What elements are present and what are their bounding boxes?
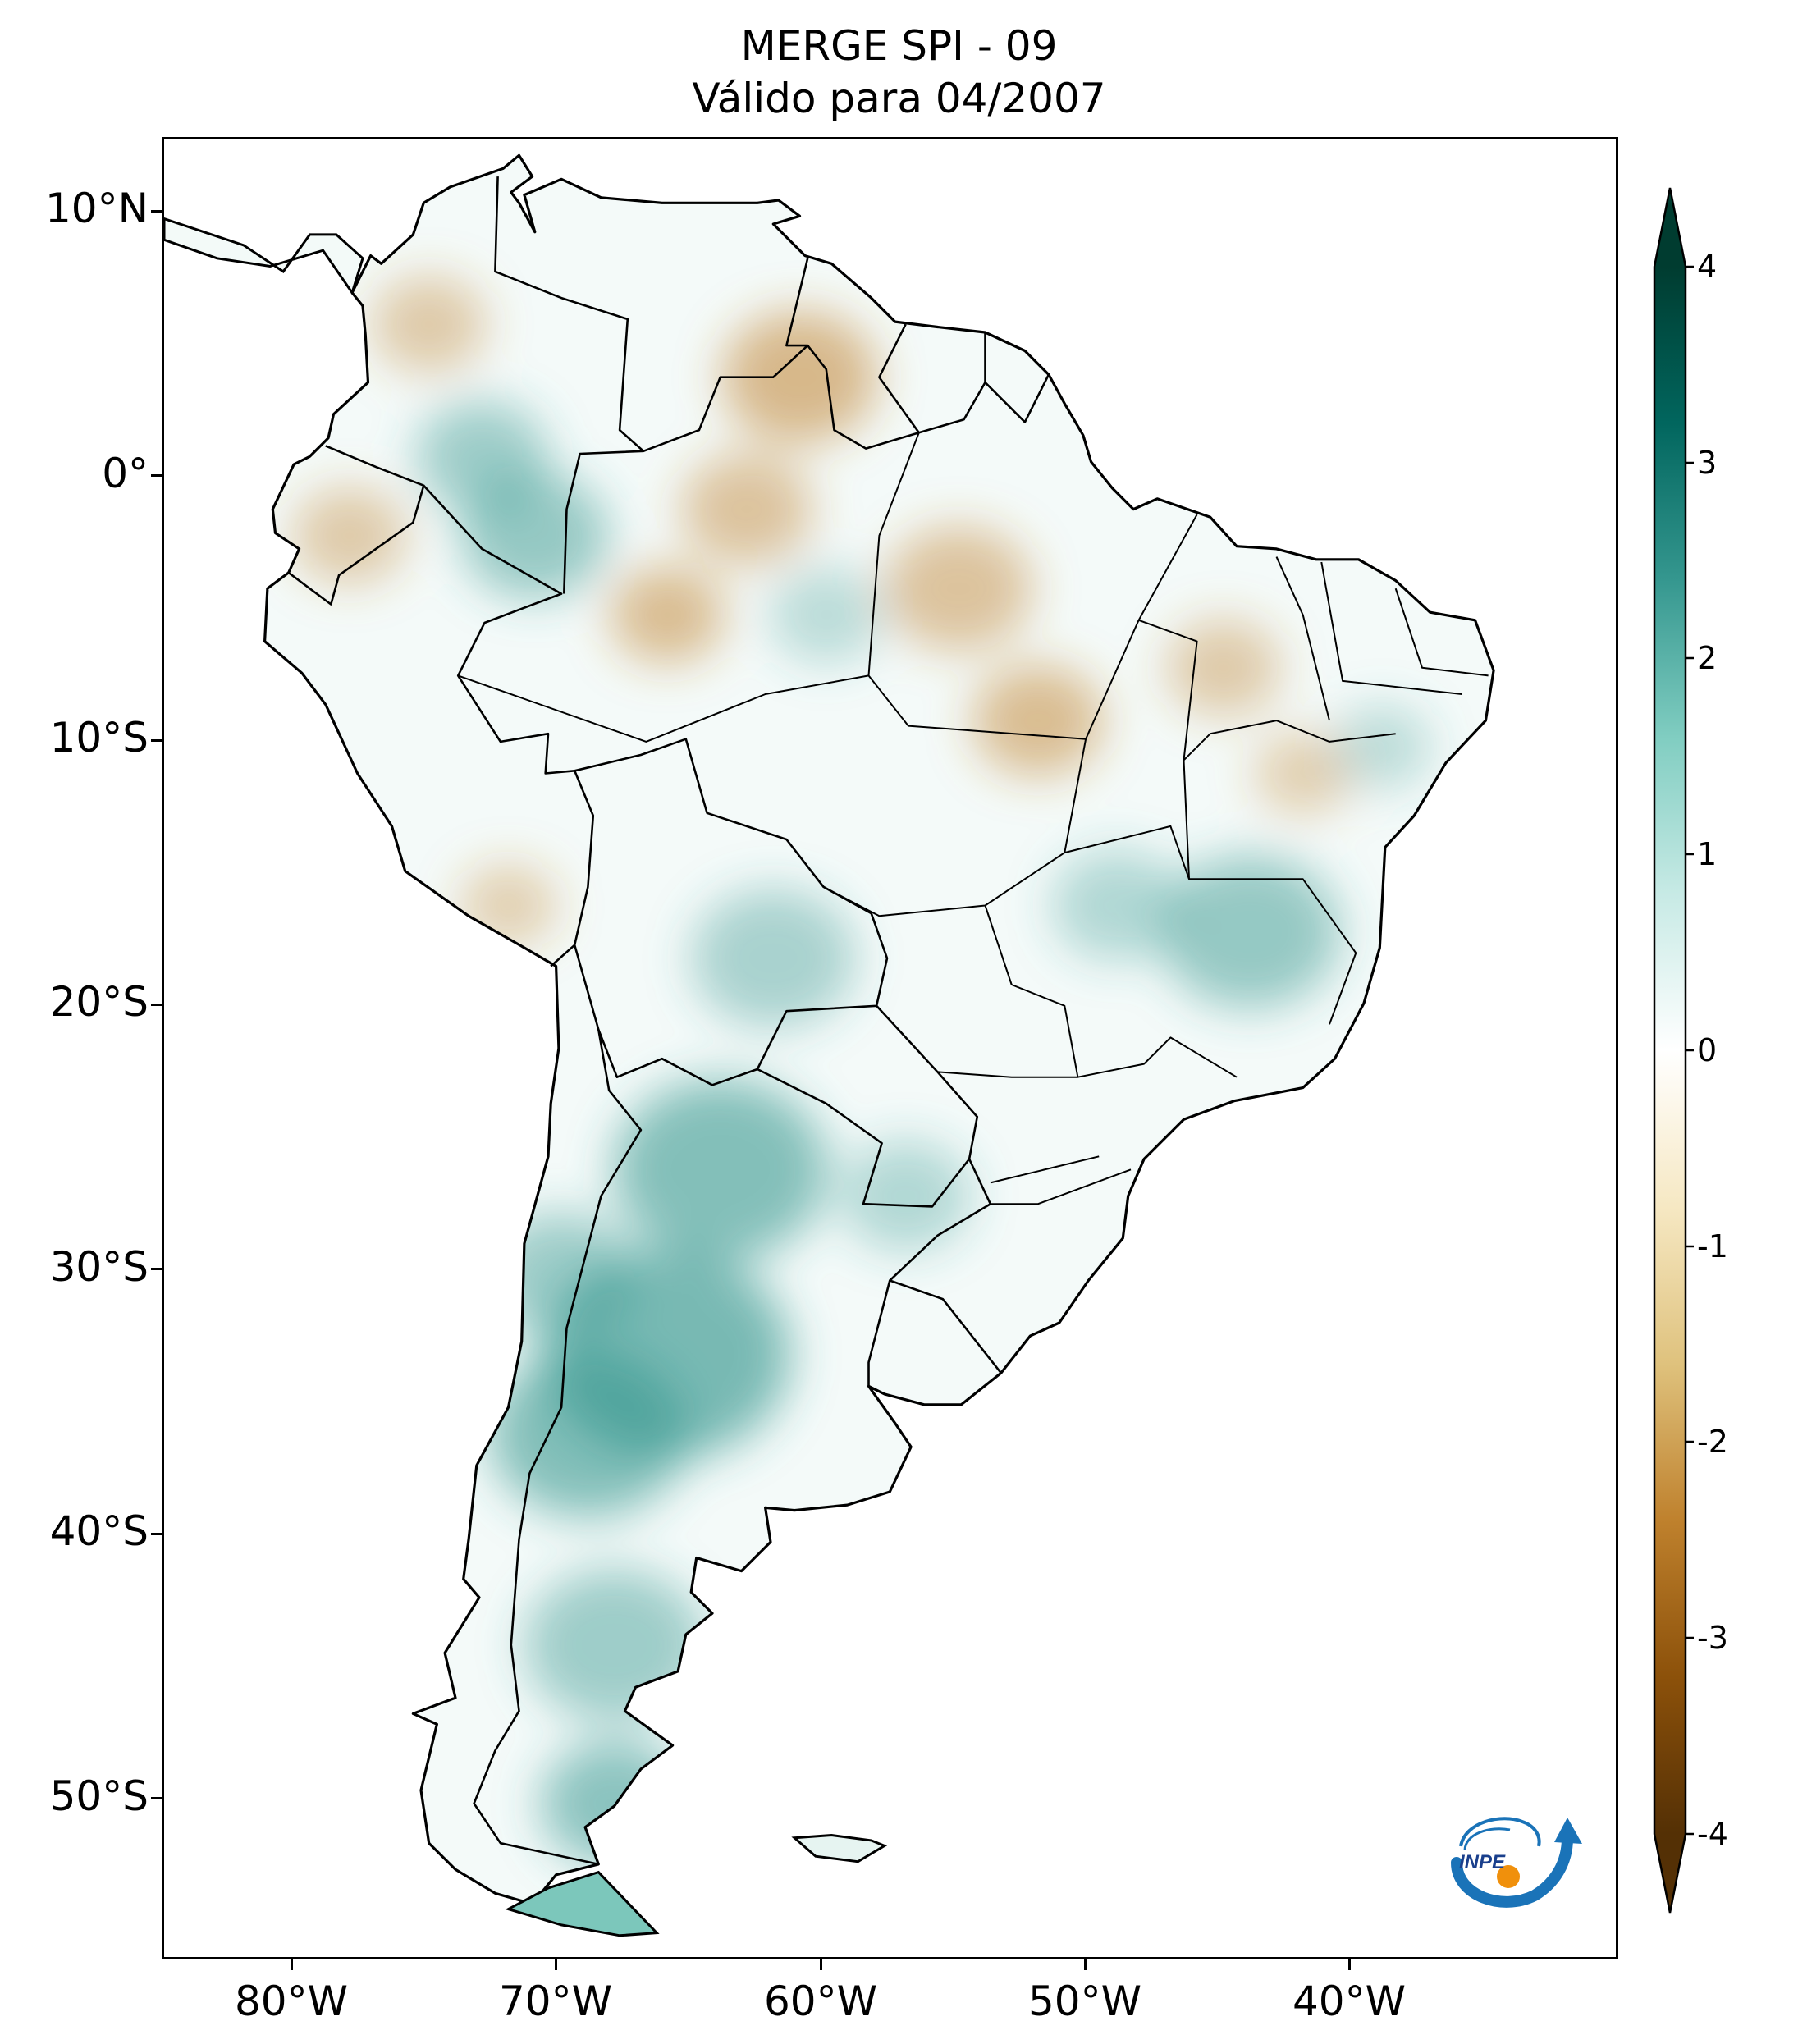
land-fill — [264, 155, 1494, 1905]
spi-patch — [613, 1078, 827, 1260]
spi-anomaly-patches — [291, 275, 1432, 1867]
spi-patch — [416, 400, 548, 513]
spi-patch — [291, 487, 407, 585]
state-line — [867, 432, 920, 676]
lon-label-70w: 70°W — [498, 1978, 613, 2025]
border-line — [889, 1279, 1002, 1374]
colorbar-extend-min — [1654, 1834, 1686, 1913]
lat-label-40s: 40°S — [49, 1507, 149, 1555]
border-line — [878, 323, 986, 434]
inpe-logo: INPE — [1451, 1817, 1582, 1908]
spi-patch — [885, 525, 1033, 652]
border-line — [423, 484, 595, 967]
border-line — [287, 445, 425, 606]
logo-text: INPE — [1459, 1851, 1506, 1873]
lon-tick — [555, 1959, 557, 1970]
lon-label-60w: 60°W — [763, 1978, 878, 2025]
lat-tick — [151, 210, 162, 213]
state-line — [1183, 720, 1396, 880]
spi-patch — [1160, 855, 1341, 1009]
lat-tick — [151, 474, 162, 477]
colorbar-tick-label: 4 — [1697, 249, 1718, 285]
border-line — [867, 1158, 992, 1387]
spi-patch — [371, 275, 487, 373]
state-line — [1077, 1036, 1238, 1078]
lon-tick — [820, 1959, 822, 1970]
colorbar-tick-label: 2 — [1697, 640, 1718, 676]
lon-label-40w: 40°W — [1292, 1978, 1407, 2025]
state-line — [990, 1155, 1100, 1184]
lon-tick — [291, 1959, 293, 1970]
spi-patch — [721, 310, 878, 444]
spi-patch — [1165, 619, 1281, 717]
spi-patch — [1253, 731, 1352, 816]
spi-patch — [768, 565, 884, 664]
spi-patch — [972, 665, 1104, 777]
state-line — [457, 514, 1198, 743]
central-america — [164, 217, 364, 296]
border-line — [643, 258, 809, 453]
state-line — [1275, 556, 1330, 721]
lat-tick — [151, 1797, 162, 1799]
lon-tick — [1348, 1959, 1351, 1970]
colorbar-extend-max — [1654, 188, 1686, 267]
state-line — [1064, 825, 1357, 1025]
colorbar — [1653, 187, 1694, 1914]
state-line — [990, 1168, 1132, 1205]
colorbar-tick-label: 1 — [1697, 836, 1718, 872]
spi-patch — [524, 1568, 705, 1722]
colorbar-tick-label: -4 — [1697, 1816, 1728, 1852]
falkland-islands — [791, 1833, 888, 1863]
lat-tick — [151, 739, 162, 742]
border-line — [984, 373, 1050, 423]
border-line — [473, 1029, 643, 1866]
lat-label-50s: 50°S — [49, 1772, 149, 1820]
state-line — [937, 905, 1079, 1078]
spi-patch — [459, 863, 558, 948]
spi-map — [164, 153, 1495, 1937]
colorbar-tick-label: 3 — [1697, 445, 1718, 481]
lon-label-50w: 50°W — [1027, 1978, 1142, 2025]
border-line — [494, 176, 645, 594]
lat-label-10n: 10°N — [44, 185, 149, 232]
colorbar-tick-label: -1 — [1697, 1228, 1728, 1264]
colorbar-ticks — [1686, 265, 1694, 1836]
spi-patch — [681, 453, 812, 565]
spi-patch — [691, 888, 856, 1028]
lat-tick — [151, 1004, 162, 1006]
lat-tick — [151, 1268, 162, 1270]
state-line — [1320, 561, 1462, 695]
spi-patch — [540, 1740, 689, 1867]
lat-label-30s: 30°S — [49, 1243, 149, 1291]
lat-tick — [151, 1533, 162, 1535]
spi-patch — [1333, 705, 1432, 789]
spi-patch — [1051, 849, 1183, 962]
spi-patch — [610, 565, 725, 664]
border-line — [573, 738, 889, 1086]
country-borders — [287, 176, 1489, 1866]
lon-tick — [1084, 1959, 1087, 1970]
lat-label-10s: 10°S — [49, 714, 149, 761]
spi-field — [264, 155, 1494, 1905]
colorbar-tick-label: -3 — [1697, 1620, 1728, 1656]
title-line-1: MERGE SPI - 09 — [740, 22, 1058, 70]
title-line-2: Válido para 04/2007 — [692, 75, 1106, 122]
map-panel[interactable] — [162, 137, 1618, 1959]
lat-label-20s: 20°S — [49, 978, 149, 1026]
border-line — [807, 345, 920, 450]
border-line — [757, 1004, 979, 1208]
colorbar-tick-label: 0 — [1697, 1032, 1718, 1068]
spi-patch — [487, 1212, 636, 1338]
spi-patch — [840, 1140, 972, 1252]
colorbar-body — [1654, 267, 1686, 1834]
spi-patch — [489, 1350, 687, 1518]
state-line — [1394, 588, 1489, 677]
colorbar-tick-label: -2 — [1697, 1424, 1728, 1460]
state-line — [1138, 619, 1198, 761]
lon-label-80w: 80°W — [234, 1978, 349, 2025]
lat-label-0: 0° — [102, 450, 149, 497]
tierra-del-fuego — [505, 1870, 660, 1937]
coastline — [263, 153, 1495, 1905]
